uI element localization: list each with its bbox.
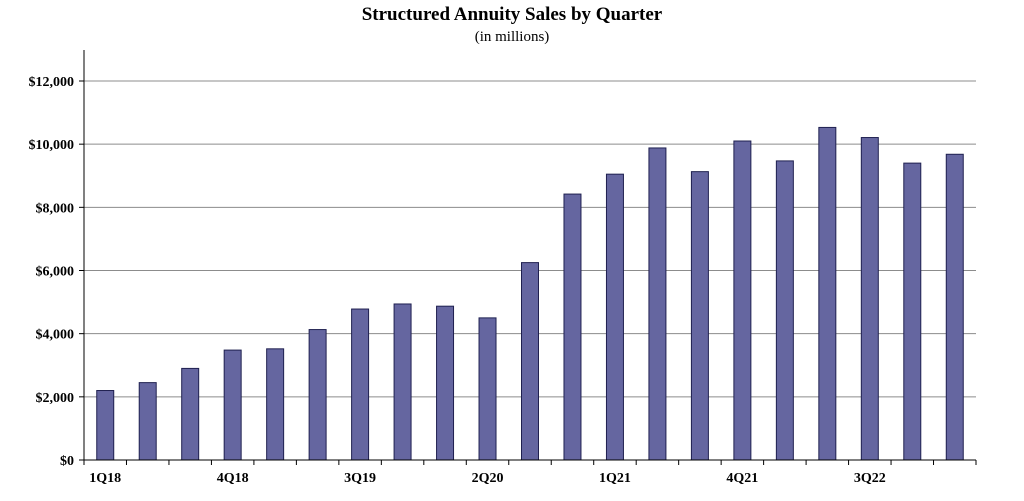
bar-2Q18 bbox=[138, 382, 157, 461]
bar-1Q22 bbox=[775, 160, 794, 461]
x-tick-label: 3Q19 bbox=[344, 471, 376, 486]
y-tick-label: $8,000 bbox=[36, 201, 75, 216]
bar-4Q21 bbox=[733, 140, 752, 461]
bar-4Q22 bbox=[903, 162, 922, 461]
y-tick-label: $10,000 bbox=[29, 138, 75, 153]
bar-4Q19 bbox=[393, 303, 412, 461]
bar-3Q22 bbox=[860, 137, 879, 461]
y-tick-label: $12,000 bbox=[29, 75, 75, 90]
axes bbox=[83, 50, 977, 465]
x-tick-label: 4Q18 bbox=[217, 471, 249, 486]
y-tick-label: $2,000 bbox=[36, 391, 75, 406]
bar-4Q20 bbox=[563, 193, 582, 461]
chart-title: Structured Annuity Sales by Quarter bbox=[361, 4, 663, 25]
bar-2Q22 bbox=[818, 126, 837, 461]
bars bbox=[96, 126, 964, 461]
bar-1Q19 bbox=[266, 348, 285, 461]
bar-3Q21 bbox=[690, 171, 709, 461]
bar-3Q18 bbox=[181, 367, 200, 461]
bar-2Q21 bbox=[648, 147, 667, 461]
bar-3Q20 bbox=[521, 262, 539, 461]
bar-1Q18 bbox=[96, 390, 115, 461]
x-tick-label: 2Q20 bbox=[472, 471, 504, 486]
x-tick-label: 1Q21 bbox=[599, 471, 631, 486]
y-tick-label: $6,000 bbox=[36, 265, 75, 280]
y-tick-labels: $0 $2,000 $4,000 $6,000 $8,000 $10,000 $12,000 bbox=[29, 75, 75, 469]
bar-4Q18 bbox=[223, 349, 242, 461]
chart-subtitle: (in millions) bbox=[474, 29, 550, 45]
bar-1Q20 bbox=[436, 305, 455, 461]
x-tick-label: 1Q18 bbox=[89, 471, 121, 486]
bar-1Q21 bbox=[605, 173, 624, 461]
bar-2Q20 bbox=[478, 317, 497, 461]
y-tick-label: $4,000 bbox=[36, 328, 75, 343]
bar-3Q19 bbox=[351, 308, 370, 461]
x-tick-label: 3Q22 bbox=[854, 471, 886, 486]
y-tick-label: $0 bbox=[60, 454, 74, 469]
x-tick-label: 4Q21 bbox=[726, 471, 758, 486]
bar-2Q19 bbox=[308, 329, 327, 461]
bar-1Q23 bbox=[945, 153, 964, 461]
x-tick-labels: 1Q18 4Q18 3Q19 2Q20 1Q21 4Q21 3Q22 bbox=[89, 471, 885, 486]
